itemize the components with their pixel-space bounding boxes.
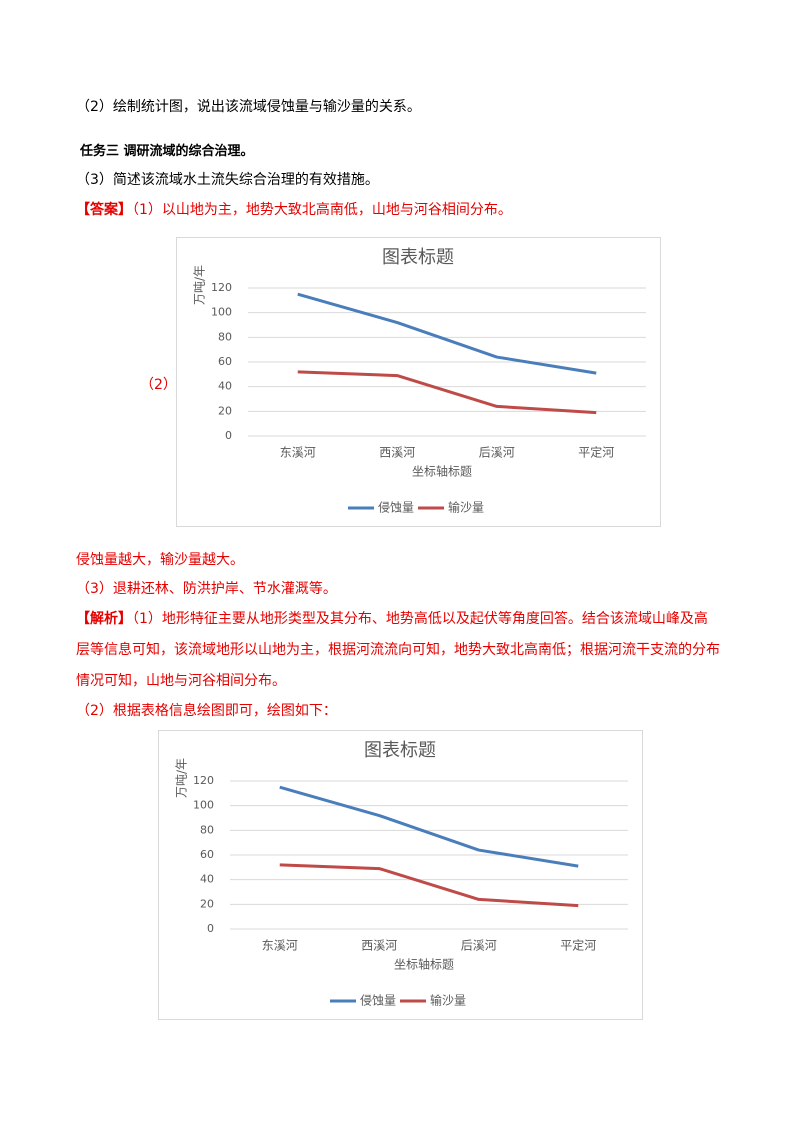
- y-tick-label: 120: [193, 774, 214, 787]
- x-tick-label: 平定河: [578, 445, 614, 460]
- series-line: [297, 370, 597, 415]
- chart-title: 图表标题: [364, 740, 436, 761]
- analysis-text: （1）地形特征主要从地形类型及其分布、地势高低以及起伏等角度回答。结合该流域山峰…: [132, 611, 708, 627]
- x-tick-label: 西溪河: [379, 446, 415, 460]
- y-tick-label: 80: [200, 823, 214, 836]
- legend-label: 输沙量: [448, 500, 484, 515]
- chart-title: 图表标题: [382, 247, 454, 268]
- analysis: 【解析】（1）地形特征主要从地形类型及其分布、地势高低以及起伏等角度回答。结合该…: [76, 610, 708, 628]
- answer-text: （1）以山地为主，地势大致北高南低，山地与河谷相间分布。: [132, 202, 512, 218]
- question: （2）绘制统计图，说出该流域侵蚀量与输沙量的关系。: [76, 99, 421, 115]
- x-tick-label: 后溪河: [461, 939, 497, 953]
- analysis-label: 【解析】: [76, 611, 132, 627]
- x-axis-title: 坐标轴标题: [412, 464, 472, 479]
- x-tick-label: 西溪河: [361, 939, 397, 953]
- y-tick-label: 0: [207, 922, 214, 935]
- y-tick-label: 80: [218, 330, 232, 343]
- answer-label: 【答案】: [76, 202, 132, 218]
- answer: 侵蚀量越大，输沙量越大。: [76, 552, 244, 568]
- analysis: （2）根据表格信息绘图即可，绘图如下：: [76, 703, 337, 719]
- series-line: [279, 863, 579, 908]
- y-tick-label: 100: [211, 306, 232, 319]
- y-tick-label: 40: [218, 380, 232, 393]
- y-axis-title: 万吨/年: [193, 265, 207, 305]
- legend-label: 输沙量: [430, 993, 466, 1008]
- y-tick-label: 120: [211, 281, 232, 294]
- legend-label: 侵蚀量: [360, 993, 396, 1008]
- y-tick-label: 40: [200, 873, 214, 886]
- x-tick-label: 后溪河: [479, 446, 515, 460]
- x-axis-title: 坐标轴标题: [394, 957, 454, 972]
- answer: 【答案】（1）以山地为主，地势大致北高南低，山地与河谷相间分布。: [76, 201, 512, 219]
- question: （3）简述该流域水土流失综合治理的有效措施。: [76, 172, 379, 188]
- y-tick-label: 60: [200, 848, 214, 861]
- series-line: [279, 785, 579, 868]
- y-tick-label: 20: [218, 404, 232, 417]
- analysis-text: 层等信息可知，该流域地形以山地为主，根据河流流向可知，地势大致北高南低；根据河流…: [76, 642, 720, 658]
- y-tick-label: 0: [225, 429, 232, 442]
- y-tick-label: 100: [193, 799, 214, 812]
- x-tick-label: 东溪河: [262, 939, 298, 953]
- task-heading: 任务三 调研流域的综合治理。: [80, 144, 254, 159]
- y-tick-label: 60: [218, 355, 232, 368]
- x-tick-label: 东溪河: [280, 446, 316, 460]
- series-line: [297, 292, 597, 375]
- y-axis-title: 万吨/年: [175, 758, 189, 798]
- legend-label: 侵蚀量: [378, 500, 414, 515]
- x-tick-label: 平定河: [560, 938, 596, 953]
- answer-label: （2）: [140, 377, 177, 393]
- analysis-text: 情况可知，山地与河谷相间分布。: [76, 673, 286, 689]
- answer: （3）退耕还林、防洪护岸、节水灌溉等。: [76, 581, 337, 597]
- y-tick-label: 20: [200, 897, 214, 910]
